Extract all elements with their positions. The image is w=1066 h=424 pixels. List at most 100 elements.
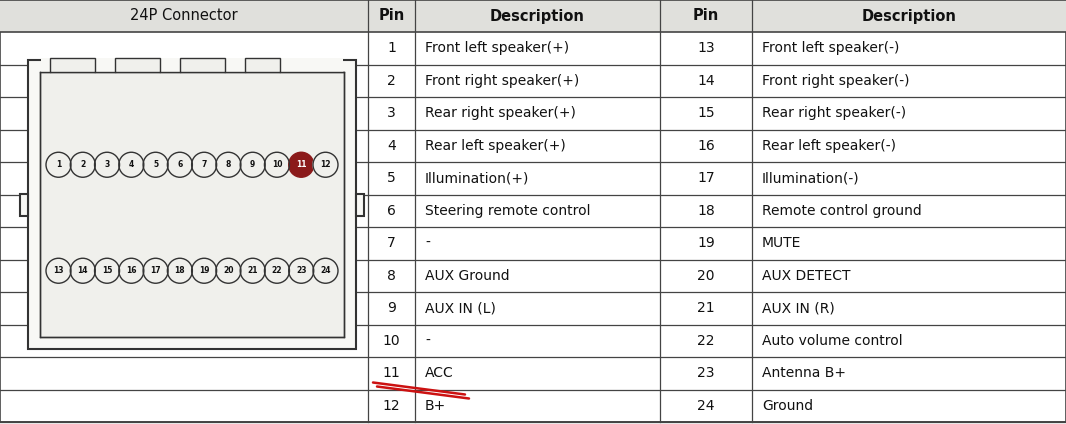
Text: Ground: Ground bbox=[762, 399, 813, 413]
Circle shape bbox=[46, 152, 71, 177]
Circle shape bbox=[192, 258, 216, 283]
Text: 10: 10 bbox=[383, 334, 401, 348]
Text: 22: 22 bbox=[697, 334, 714, 348]
Text: 23: 23 bbox=[697, 366, 714, 380]
Text: 14: 14 bbox=[697, 74, 715, 88]
Text: 17: 17 bbox=[697, 171, 715, 185]
Bar bbox=[115, 58, 160, 72]
Text: 3: 3 bbox=[387, 106, 395, 120]
Text: Pin: Pin bbox=[378, 8, 405, 23]
Text: 5: 5 bbox=[387, 171, 395, 185]
Text: 15: 15 bbox=[697, 106, 715, 120]
Text: 3: 3 bbox=[104, 160, 110, 169]
Circle shape bbox=[118, 152, 144, 177]
Circle shape bbox=[167, 258, 192, 283]
Text: 21: 21 bbox=[697, 301, 715, 315]
Text: 1: 1 bbox=[55, 160, 61, 169]
Text: 8: 8 bbox=[387, 269, 395, 283]
Text: MUTE: MUTE bbox=[762, 236, 802, 250]
Text: Front left speaker(+): Front left speaker(+) bbox=[425, 41, 569, 55]
Text: AUX IN (L): AUX IN (L) bbox=[425, 301, 496, 315]
Text: AUX IN (R): AUX IN (R) bbox=[762, 301, 835, 315]
Text: 18: 18 bbox=[697, 204, 715, 218]
Text: 4: 4 bbox=[387, 139, 395, 153]
Text: 24P Connector: 24P Connector bbox=[130, 8, 238, 23]
Text: Rear right speaker(-): Rear right speaker(-) bbox=[762, 106, 906, 120]
Text: 24: 24 bbox=[697, 399, 714, 413]
Text: 2: 2 bbox=[80, 160, 85, 169]
Text: Rear right speaker(+): Rear right speaker(+) bbox=[425, 106, 576, 120]
Text: 13: 13 bbox=[697, 41, 715, 55]
Circle shape bbox=[289, 258, 313, 283]
Text: Description: Description bbox=[490, 8, 585, 23]
Bar bbox=[20, 193, 28, 215]
Circle shape bbox=[143, 152, 168, 177]
Circle shape bbox=[240, 258, 265, 283]
Circle shape bbox=[289, 152, 313, 177]
Bar bbox=[245, 58, 280, 72]
Text: Illumination(-): Illumination(-) bbox=[762, 171, 859, 185]
Bar bbox=[41, 72, 344, 337]
Text: 9: 9 bbox=[251, 160, 255, 169]
Text: AUX DETECT: AUX DETECT bbox=[762, 269, 851, 283]
Bar bbox=[180, 58, 225, 72]
Text: 11: 11 bbox=[383, 366, 401, 380]
Text: 2: 2 bbox=[387, 74, 395, 88]
Circle shape bbox=[95, 152, 119, 177]
Bar bbox=[28, 60, 356, 349]
Text: 16: 16 bbox=[697, 139, 715, 153]
Text: 4: 4 bbox=[129, 160, 134, 169]
Text: 6: 6 bbox=[177, 160, 182, 169]
Text: 20: 20 bbox=[223, 266, 233, 275]
Text: 22: 22 bbox=[272, 266, 282, 275]
Text: 20: 20 bbox=[697, 269, 714, 283]
Text: 11: 11 bbox=[296, 160, 307, 169]
Text: 12: 12 bbox=[383, 399, 401, 413]
Text: 13: 13 bbox=[53, 266, 64, 275]
Circle shape bbox=[240, 152, 265, 177]
Text: Front left speaker(-): Front left speaker(-) bbox=[762, 41, 900, 55]
Text: Illumination(+): Illumination(+) bbox=[425, 171, 530, 185]
Text: -: - bbox=[425, 236, 430, 250]
Circle shape bbox=[216, 152, 241, 177]
Text: 7: 7 bbox=[387, 236, 395, 250]
Bar bbox=[50, 58, 95, 72]
Circle shape bbox=[70, 258, 95, 283]
Text: 10: 10 bbox=[272, 160, 282, 169]
Text: Auto volume control: Auto volume control bbox=[762, 334, 903, 348]
Text: 9: 9 bbox=[387, 301, 395, 315]
Circle shape bbox=[46, 258, 71, 283]
Text: 24: 24 bbox=[320, 266, 330, 275]
Circle shape bbox=[192, 152, 216, 177]
Text: 8: 8 bbox=[226, 160, 231, 169]
Text: 17: 17 bbox=[150, 266, 161, 275]
Text: 18: 18 bbox=[175, 266, 185, 275]
Text: 15: 15 bbox=[102, 266, 112, 275]
Text: 7: 7 bbox=[201, 160, 207, 169]
Circle shape bbox=[264, 258, 290, 283]
Text: 19: 19 bbox=[199, 266, 209, 275]
Circle shape bbox=[95, 258, 119, 283]
Circle shape bbox=[264, 152, 290, 177]
Bar bbox=[41, 58, 343, 73]
Text: Steering remote control: Steering remote control bbox=[425, 204, 591, 218]
Text: 14: 14 bbox=[78, 266, 88, 275]
Text: Front right speaker(-): Front right speaker(-) bbox=[762, 74, 909, 88]
Bar bbox=[356, 193, 364, 215]
Text: Front right speaker(+): Front right speaker(+) bbox=[425, 74, 579, 88]
Text: Pin: Pin bbox=[693, 8, 720, 23]
Circle shape bbox=[118, 258, 144, 283]
Text: AUX Ground: AUX Ground bbox=[425, 269, 510, 283]
Text: Rear left speaker(-): Rear left speaker(-) bbox=[762, 139, 897, 153]
Circle shape bbox=[143, 258, 168, 283]
Circle shape bbox=[313, 152, 338, 177]
Text: 6: 6 bbox=[387, 204, 395, 218]
Text: 21: 21 bbox=[247, 266, 258, 275]
Text: Description: Description bbox=[861, 8, 956, 23]
Circle shape bbox=[167, 152, 192, 177]
Circle shape bbox=[70, 152, 95, 177]
Text: Antenna B+: Antenna B+ bbox=[762, 366, 846, 380]
Text: -: - bbox=[425, 334, 430, 348]
Circle shape bbox=[216, 258, 241, 283]
Text: B+: B+ bbox=[425, 399, 447, 413]
